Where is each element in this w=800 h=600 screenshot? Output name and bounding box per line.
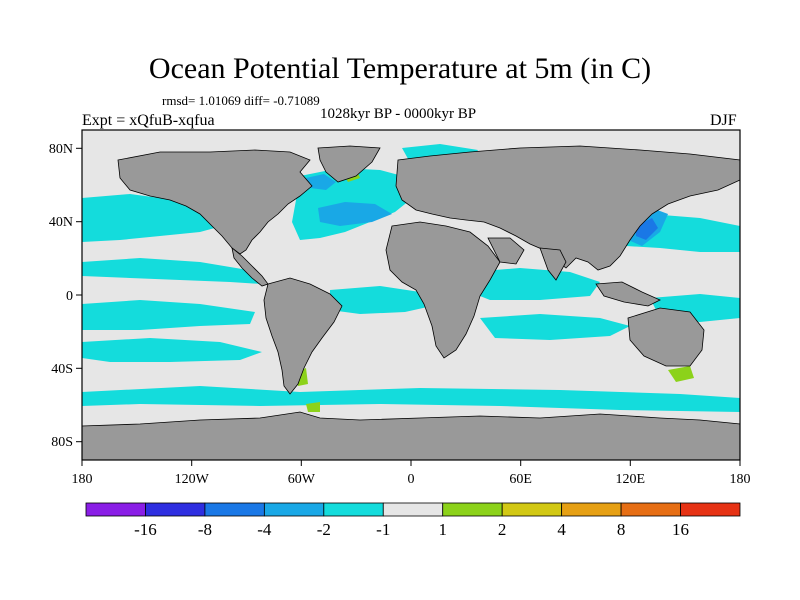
europe-asia (395, 145, 741, 271)
colorbar-label: 1 (438, 520, 447, 539)
period-text: 1028kyr BP - 0000kyr BP (320, 106, 477, 122)
land-masses (81, 145, 741, 461)
north-america (117, 149, 313, 255)
colorbar-label: -4 (257, 520, 272, 539)
x-tick-label: 0 (408, 472, 415, 487)
x-axis (81, 460, 741, 466)
colorbar-swatch (145, 502, 206, 517)
x-tick-label: 180 (72, 472, 93, 487)
colorbar-swatch (204, 502, 265, 517)
y-tick-label: 40N (49, 215, 73, 230)
colorbar (85, 502, 741, 517)
north-atlantic-core (318, 202, 392, 226)
labrador-sea-patch (306, 174, 336, 190)
tropical-atlantic-band (330, 286, 432, 314)
central-america (231, 247, 269, 287)
map-title: Ocean Potential Temperature at 5m (in C) (148, 52, 652, 85)
colorbar-swatch (263, 502, 325, 517)
colorbar-swatch (561, 502, 622, 517)
equatorial-pacific-band (82, 300, 255, 330)
x-tick-label: 180 (730, 472, 751, 487)
y-axis (76, 147, 82, 443)
y-tick-label: 40S (51, 362, 73, 377)
greenland (317, 145, 381, 183)
x-tick-labels: 180 120W 60W 0 60E 120E 180 (72, 472, 751, 487)
y-tick-labels: 80N 40N 0 40S 80S (49, 142, 73, 450)
x-tick-label: 120E (616, 472, 646, 487)
colorbar-label: 4 (557, 520, 566, 539)
colorbar-swatch (620, 502, 681, 517)
south-america (263, 277, 343, 395)
india (539, 247, 567, 281)
colorbar-swatch (382, 502, 444, 517)
maritime-continent (595, 281, 661, 307)
colorbar-swatch (323, 502, 384, 517)
colorbar-label: 16 (672, 520, 689, 539)
arabia (487, 237, 525, 265)
colorbar-label: -16 (134, 520, 157, 539)
colorbar-label: -8 (198, 520, 212, 539)
colorbar-swatch (680, 502, 741, 517)
central-pacific-band (82, 258, 262, 284)
colorbar-label: -2 (317, 520, 331, 539)
x-tick-label: 60W (288, 472, 316, 487)
y-tick-label: 0 (66, 289, 73, 304)
colorbar-labels: -16 -8 -4 -2 -1 1 2 4 8 16 (134, 520, 689, 539)
south-pacific-band (82, 338, 262, 362)
y-tick-label: 80N (49, 142, 73, 157)
x-tick-label: 120W (175, 472, 210, 487)
season-label: DJF (710, 112, 737, 129)
south-indian-band (480, 314, 630, 340)
x-tick-label: 60E (509, 472, 532, 487)
colorbar-swatch (85, 502, 146, 517)
colorbar-swatch (442, 502, 503, 517)
africa (385, 221, 501, 359)
colorbar-swatch (501, 502, 563, 517)
stats-text: rmsd= 1.01069 diff= -0.71089 (162, 93, 320, 108)
southern-ocean-band (82, 386, 740, 412)
experiment-label: Expt = xQfuB-xqfua (82, 112, 215, 129)
indian-ocean-band (470, 268, 600, 300)
colorbar-label: 8 (617, 520, 626, 539)
australia (627, 307, 705, 367)
warm-spot-antarctic (306, 402, 320, 412)
colorbar-label: -1 (376, 520, 390, 539)
warm-spot-australia (668, 366, 694, 382)
y-tick-label: 80S (51, 435, 73, 450)
colorbar-label: 2 (498, 520, 507, 539)
